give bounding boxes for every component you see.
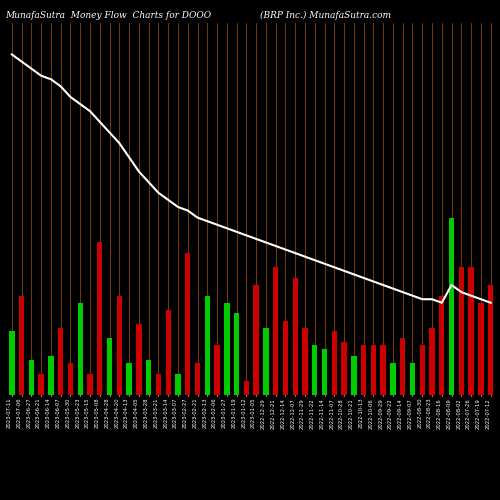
Bar — [322, 349, 327, 395]
Bar — [78, 303, 83, 395]
Bar — [332, 331, 337, 395]
Bar — [97, 242, 102, 395]
Bar — [204, 296, 210, 395]
Bar — [400, 338, 406, 395]
Bar — [342, 342, 347, 395]
Bar — [126, 363, 132, 395]
Bar — [19, 296, 24, 395]
Bar — [351, 356, 356, 395]
Bar — [361, 346, 366, 395]
Bar — [254, 285, 259, 395]
Bar — [292, 278, 298, 395]
Bar — [146, 360, 152, 395]
Bar — [224, 303, 230, 395]
Bar — [38, 374, 44, 395]
Bar — [234, 314, 239, 395]
Bar — [458, 268, 464, 395]
Bar — [195, 363, 200, 395]
Bar — [176, 374, 180, 395]
Bar — [58, 328, 64, 395]
Bar — [410, 363, 415, 395]
Bar — [468, 268, 474, 395]
Bar — [478, 303, 484, 395]
Bar — [244, 381, 249, 395]
Bar — [28, 360, 34, 395]
Bar — [68, 363, 73, 395]
Bar — [166, 310, 171, 395]
Bar — [370, 346, 376, 395]
Bar — [380, 346, 386, 395]
Bar — [9, 331, 15, 395]
Text: MunafaSutra  Money Flow  Charts for DOOO: MunafaSutra Money Flow Charts for DOOO — [5, 11, 211, 20]
Bar — [136, 324, 141, 395]
Bar — [263, 328, 268, 395]
Bar — [390, 363, 396, 395]
Bar — [439, 296, 444, 395]
Bar — [185, 253, 190, 395]
Text: (BRP Inc.) MunafaSutra.com: (BRP Inc.) MunafaSutra.com — [260, 11, 391, 20]
Bar — [156, 374, 161, 395]
Bar — [312, 346, 318, 395]
Bar — [107, 338, 112, 395]
Bar — [273, 268, 278, 395]
Bar — [449, 218, 454, 395]
Bar — [116, 296, 122, 395]
Bar — [430, 328, 434, 395]
Bar — [420, 346, 425, 395]
Bar — [283, 320, 288, 395]
Bar — [48, 356, 54, 395]
Bar — [214, 346, 220, 395]
Bar — [88, 374, 92, 395]
Bar — [488, 285, 494, 395]
Bar — [302, 328, 308, 395]
